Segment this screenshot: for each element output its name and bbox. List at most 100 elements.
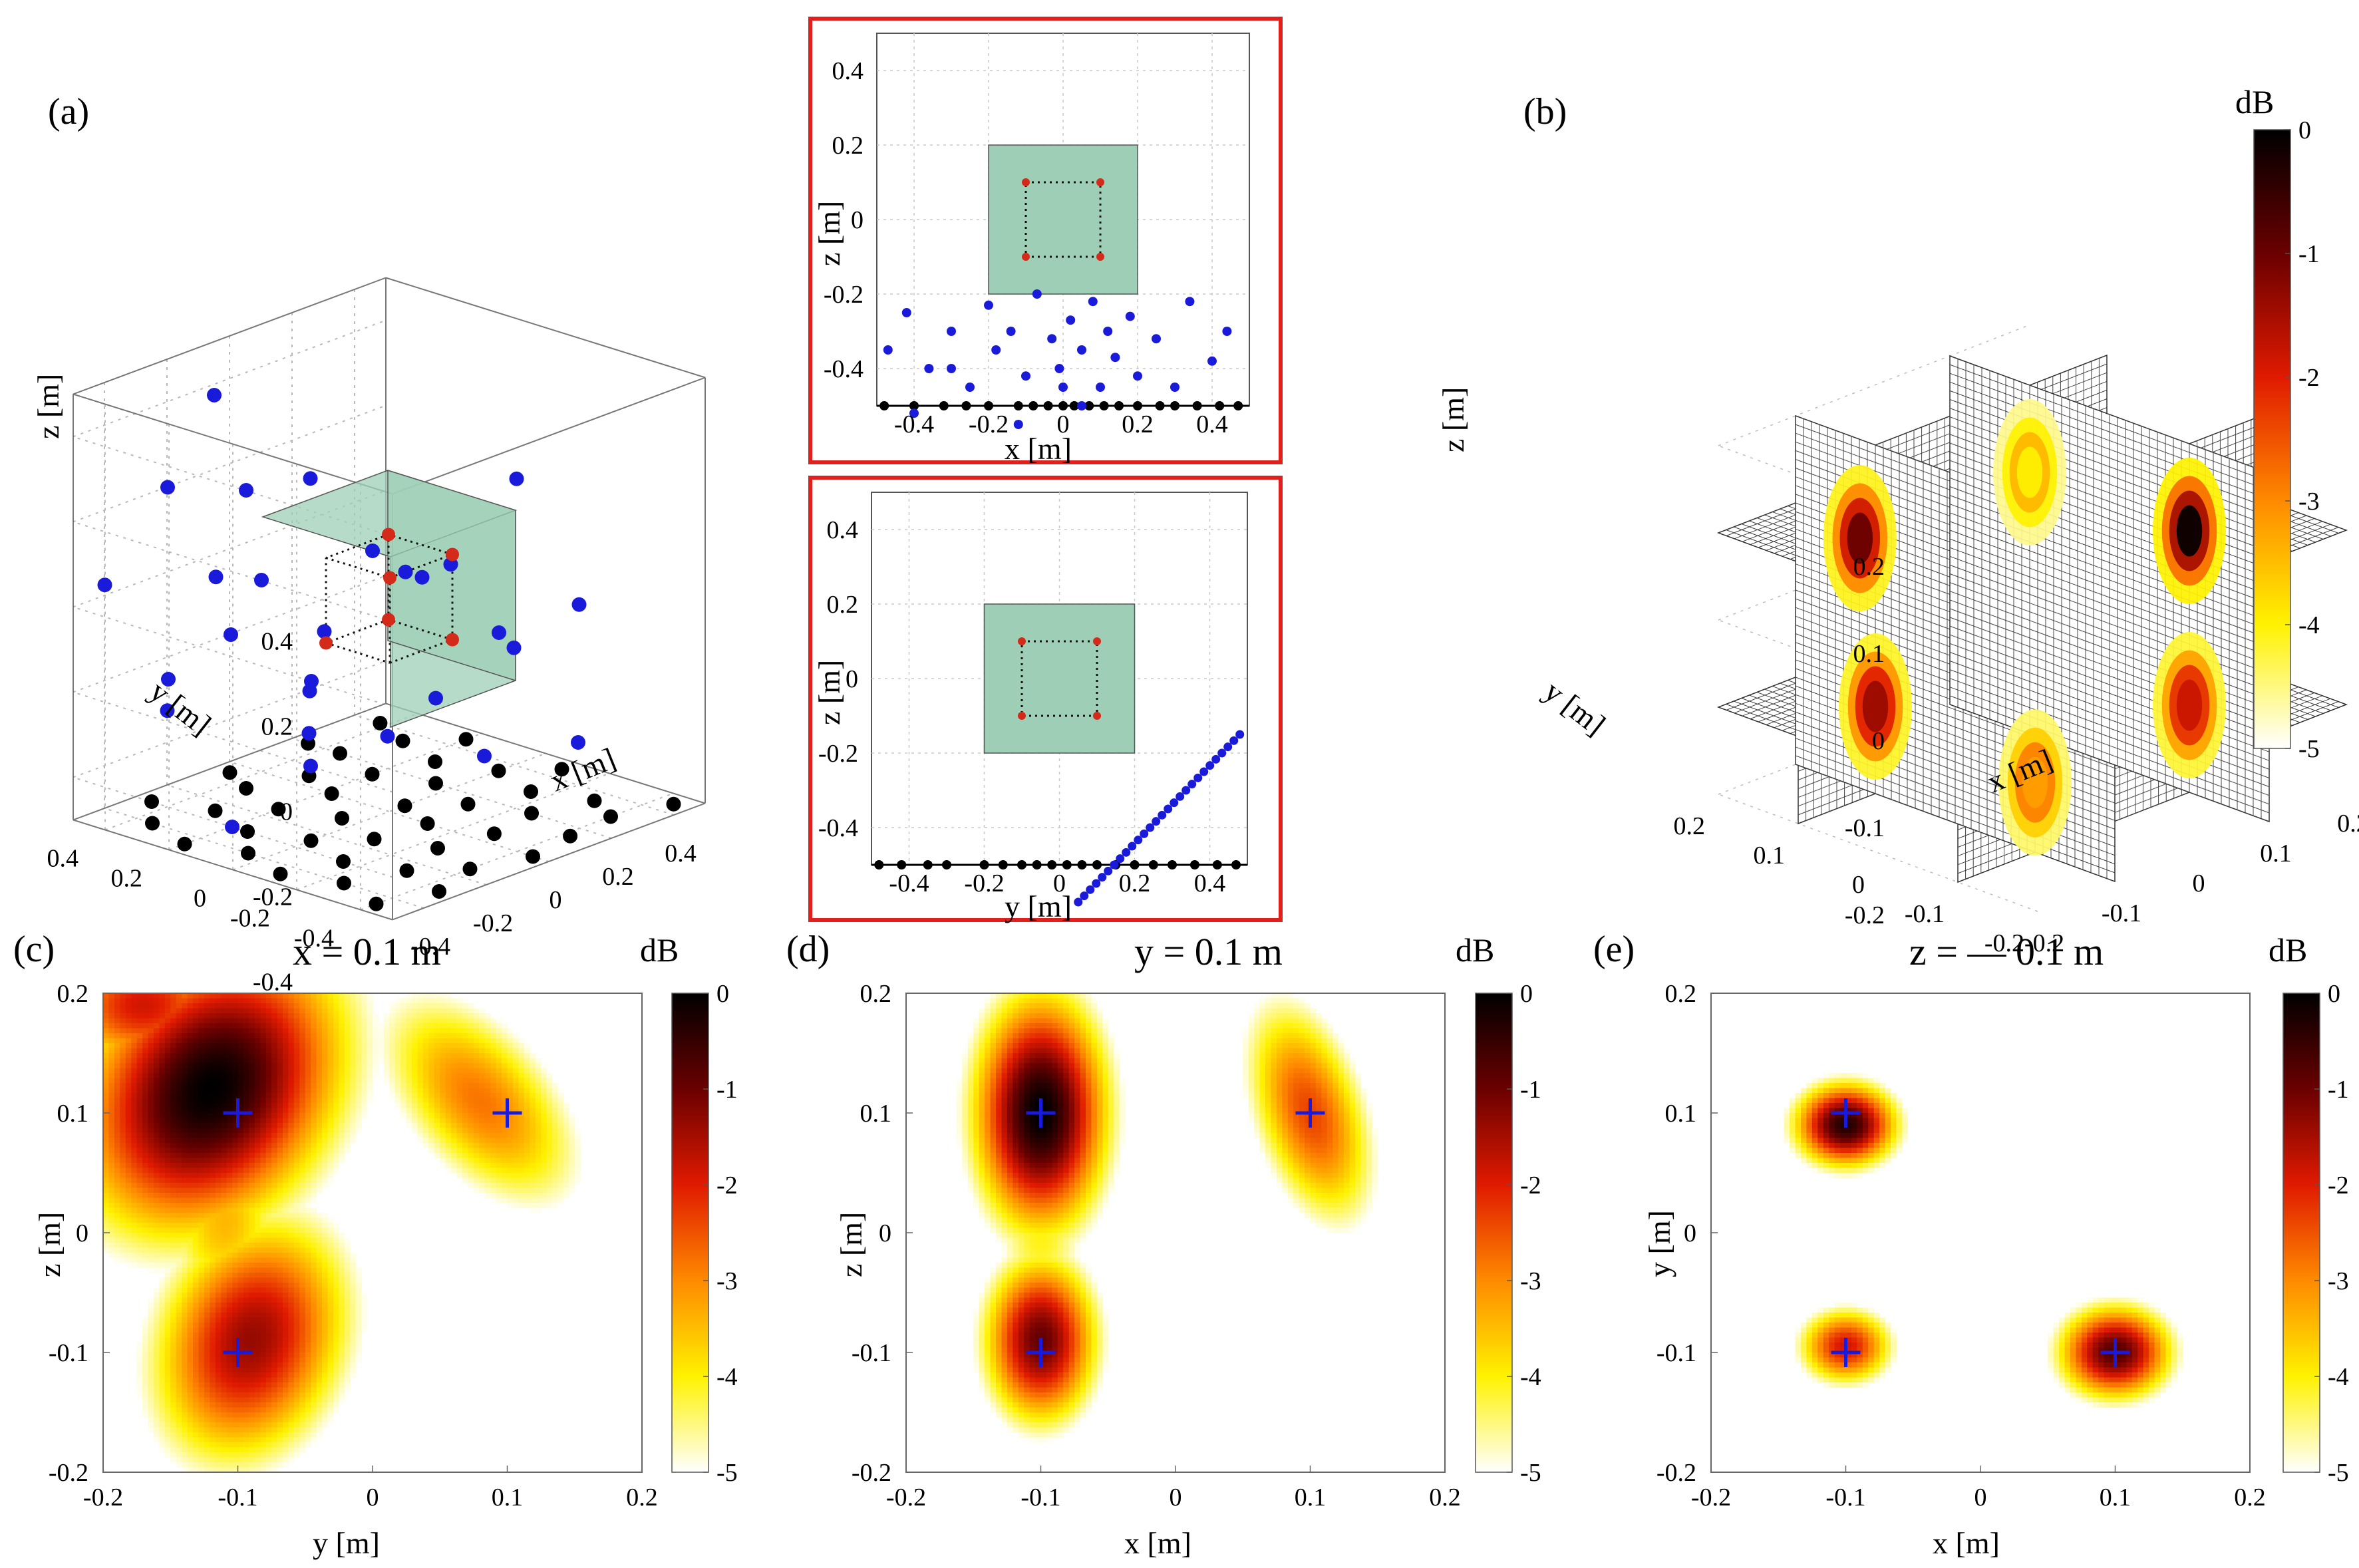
heat-cell [305, 1207, 311, 1213]
axis-box-edge [73, 277, 387, 395]
heat-cell [187, 1367, 194, 1373]
heat-cell [198, 1233, 205, 1239]
black-microphone [554, 762, 569, 777]
heat-cell [254, 1068, 261, 1074]
heat-cell [249, 1467, 255, 1473]
heat-cell [114, 1247, 120, 1253]
heat-cell [299, 1018, 306, 1024]
heat-cell [283, 1287, 289, 1293]
heat-cell [221, 1213, 228, 1219]
heat-cell [299, 1197, 306, 1203]
heat-cell [400, 1013, 407, 1019]
heat-cell [221, 1402, 228, 1408]
heat-cell [271, 1203, 278, 1209]
heat-cell [311, 1287, 317, 1293]
heat-cell [260, 1402, 267, 1408]
heat-cell [159, 1337, 166, 1343]
heat-cell [361, 1323, 368, 1329]
heat-cell [277, 1028, 283, 1034]
heat-cell [232, 1313, 239, 1319]
heat-cell [210, 1253, 216, 1259]
heat-cell [108, 1038, 115, 1044]
heat-cell [350, 1333, 357, 1338]
heat-cell [322, 1118, 329, 1124]
heat-cell [316, 1432, 323, 1438]
heat-cell [265, 1372, 272, 1378]
heat-cell [153, 1108, 160, 1114]
heat-cell [288, 1043, 295, 1049]
heat-cell [108, 1247, 115, 1253]
heat-cell [249, 1247, 255, 1253]
heat-cell [226, 1387, 233, 1393]
heat-cell [249, 1177, 255, 1183]
heat-cell [142, 1203, 149, 1209]
heat-cell [333, 1148, 339, 1154]
heat-cell [170, 1158, 177, 1164]
heat-cell [221, 1187, 228, 1193]
heat-cell [215, 1078, 222, 1084]
panel-label-c: (c) [13, 929, 55, 970]
heat-cell [204, 1337, 210, 1343]
heat-cell [249, 1123, 255, 1129]
heat-cell [249, 1197, 255, 1203]
heat-cell [428, 1068, 435, 1074]
heat-cell [153, 1103, 160, 1109]
heat-cell [299, 1437, 306, 1443]
heat-cell [283, 1023, 289, 1029]
heat-cell [260, 1143, 267, 1149]
heat-cell [159, 1442, 166, 1448]
heat-cell [221, 1462, 228, 1468]
heat-cell [164, 1357, 171, 1363]
heat-cell [350, 1008, 357, 1014]
heat-cell [249, 1277, 255, 1283]
heat-cell [265, 1387, 272, 1393]
heat-cell [120, 1048, 126, 1054]
heat-cell [339, 1313, 345, 1319]
heat-cell [355, 1058, 362, 1064]
heat-cell [350, 1063, 357, 1069]
heat-cell [176, 1427, 182, 1433]
heat-cell [293, 1068, 300, 1074]
slice-grid-line [1949, 373, 2270, 491]
heat-cell [210, 1227, 216, 1233]
heat-cell [254, 1217, 261, 1223]
heat-cell [164, 1143, 171, 1149]
heat-cell [422, 1098, 429, 1104]
heat-cell [316, 1183, 323, 1189]
heat-cell [283, 1003, 289, 1009]
heat-cell [198, 1243, 205, 1249]
heat-cell [164, 1053, 171, 1059]
heat-cell [176, 1093, 182, 1099]
heat-cell [422, 1103, 429, 1109]
heat-cell [136, 1098, 143, 1104]
heat-cell [136, 1387, 143, 1393]
heat-cell [182, 1073, 188, 1079]
heat-cell [271, 1337, 278, 1343]
heat-cell [204, 1213, 210, 1219]
heat-cell [182, 1108, 188, 1114]
heat-cell [215, 1257, 222, 1263]
heat-cell [237, 1247, 244, 1253]
heat-cell [322, 1048, 329, 1054]
heat-cell [299, 1317, 306, 1323]
heat-cell [148, 1123, 154, 1129]
heat-cell [311, 1018, 317, 1024]
heat-cell [131, 1013, 138, 1019]
heat-cell [215, 1337, 222, 1343]
heat-cell [159, 1028, 166, 1034]
heat-cell [283, 1068, 289, 1074]
heat-cell [249, 1253, 255, 1259]
heat-cell [237, 1177, 244, 1183]
heat-cell [316, 1163, 323, 1169]
heat-cell [305, 1277, 311, 1283]
black-microphone [1233, 401, 1243, 410]
heat-cell [187, 1123, 194, 1129]
heat-cell [271, 1313, 278, 1319]
heat-cell [114, 1153, 120, 1159]
heat-cell [215, 1227, 222, 1233]
black-microphone [1092, 860, 1102, 869]
heat-cell [237, 1367, 244, 1373]
heat-cell [232, 1038, 239, 1044]
heat-cell [170, 1387, 177, 1393]
heat-cell [389, 1078, 396, 1084]
